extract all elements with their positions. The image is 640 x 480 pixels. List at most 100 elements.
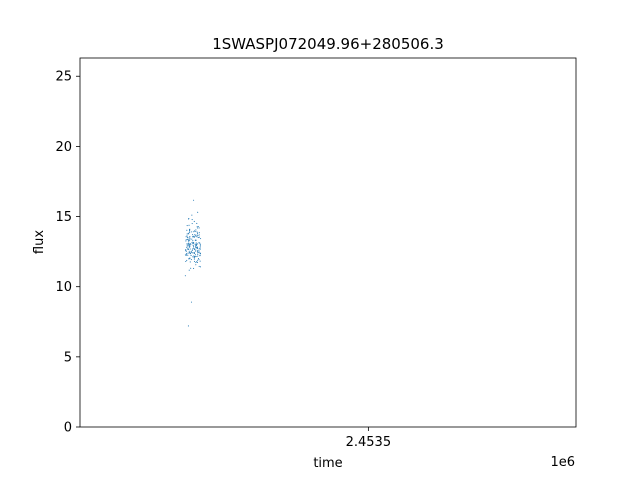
- data-point: [188, 239, 189, 240]
- data-point: [197, 260, 198, 261]
- data-point: [198, 252, 199, 253]
- data-point: [198, 259, 199, 260]
- data-point: [196, 244, 197, 245]
- data-point: [188, 241, 189, 242]
- data-point: [194, 261, 195, 262]
- data-point: [192, 256, 193, 257]
- data-point: [199, 234, 200, 235]
- chart-title: 1SWASPJ072049.96+280506.3: [212, 35, 444, 53]
- data-point: [196, 223, 197, 224]
- data-point: [200, 261, 201, 262]
- y-tick-label: 20: [55, 140, 72, 155]
- data-point: [198, 258, 199, 259]
- data-point: [199, 237, 200, 238]
- data-point: [195, 229, 196, 230]
- data-point: [196, 236, 197, 237]
- data-point: [197, 262, 198, 263]
- data-point: [194, 221, 195, 222]
- data-point: [196, 256, 197, 257]
- data-point: [191, 259, 192, 260]
- data-point: [199, 255, 200, 256]
- data-point: [190, 268, 191, 269]
- outlier-point: [188, 325, 189, 326]
- data-point: [195, 262, 196, 263]
- data-point: [197, 247, 198, 248]
- data-point: [193, 242, 194, 243]
- data-point: [197, 256, 198, 257]
- data-point: [196, 247, 197, 248]
- data-point: [199, 248, 200, 249]
- data-point: [190, 248, 191, 249]
- y-tick-label: 0: [64, 421, 72, 436]
- data-point: [190, 261, 191, 262]
- data-point: [189, 251, 190, 252]
- data-point: [191, 231, 192, 232]
- data-point: [187, 239, 188, 240]
- data-point: [187, 255, 188, 256]
- data-point: [189, 236, 190, 237]
- data-point: [191, 215, 192, 216]
- data-point: [192, 234, 193, 235]
- data-point: [191, 251, 192, 252]
- data-point: [195, 249, 196, 250]
- data-point: [192, 219, 193, 220]
- data-point: [200, 247, 201, 248]
- y-tick-label: 15: [55, 210, 72, 225]
- data-point: [189, 246, 190, 247]
- data-point: [200, 253, 201, 254]
- data-point: [186, 247, 187, 248]
- data-point: [188, 225, 189, 226]
- data-point: [185, 249, 186, 250]
- data-point: [189, 229, 190, 230]
- data-point: [197, 232, 198, 233]
- data-point: [188, 248, 189, 249]
- data-point: [194, 237, 195, 238]
- data-point: [197, 252, 198, 253]
- data-point: [188, 233, 189, 234]
- data-point: [187, 248, 188, 249]
- data-point: [189, 240, 190, 241]
- data-point: [200, 245, 201, 246]
- data-point: [195, 231, 196, 232]
- data-point: [187, 253, 188, 254]
- data-point: [187, 225, 188, 226]
- data-point: [191, 239, 192, 240]
- outlier-point: [191, 302, 192, 303]
- data-point: [192, 240, 193, 241]
- data-point: [199, 243, 200, 244]
- data-point: [197, 251, 198, 252]
- data-point: [186, 254, 187, 255]
- data-point: [187, 245, 188, 246]
- data-point: [188, 243, 189, 244]
- data-point: [188, 244, 189, 245]
- y-axis-label: flux: [32, 230, 47, 254]
- data-point: [193, 245, 194, 246]
- data-point: [186, 235, 187, 236]
- data-point: [189, 258, 190, 259]
- data-point: [186, 253, 187, 254]
- y-tick-label: 10: [55, 280, 72, 295]
- data-point: [200, 244, 201, 245]
- data-point: [190, 253, 191, 254]
- data-point: [189, 244, 190, 245]
- data-point: [198, 250, 199, 251]
- data-point: [187, 237, 188, 238]
- data-point: [189, 232, 190, 233]
- data-point: [194, 248, 195, 249]
- data-point: [197, 243, 198, 244]
- data-point: [192, 248, 193, 249]
- data-point: [195, 240, 196, 241]
- data-point: [193, 248, 194, 249]
- data-point: [192, 223, 193, 224]
- data-point: [186, 236, 187, 237]
- data-point: [197, 233, 198, 234]
- data-point: [193, 268, 194, 269]
- data-point: [192, 250, 193, 251]
- data-point: [197, 235, 198, 236]
- data-point: [197, 250, 198, 251]
- data-point: [185, 254, 186, 255]
- data-point: [194, 256, 195, 257]
- y-tick-label: 5: [64, 350, 72, 365]
- data-point: [192, 242, 193, 243]
